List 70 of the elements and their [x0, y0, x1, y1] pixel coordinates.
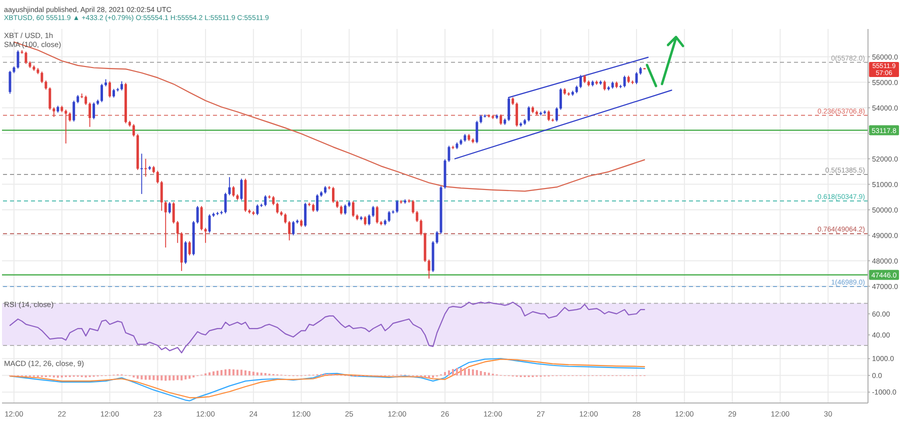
candlestick — [420, 219, 422, 236]
candlestick — [372, 206, 374, 218]
candlestick — [108, 80, 111, 98]
candlestick — [196, 206, 199, 224]
candlestick — [368, 214, 370, 226]
candlestick — [172, 202, 175, 224]
candlestick — [567, 92, 570, 96]
candlestick — [344, 204, 346, 216]
candlestick — [340, 204, 342, 216]
candlestick — [184, 240, 187, 264]
candlestick — [176, 220, 179, 244]
candlestick — [156, 170, 159, 184]
candlestick — [228, 176, 231, 196]
candlestick — [555, 106, 558, 122]
candlestick — [48, 86, 52, 110]
candlestick — [140, 153, 143, 194]
candlestick — [364, 216, 366, 226]
candlestick — [132, 124, 135, 138]
candlestick — [72, 100, 76, 122]
candlestick — [528, 106, 530, 122]
candlestick — [376, 206, 378, 224]
candlestick — [232, 186, 235, 198]
candlestick — [548, 110, 550, 122]
candlestick — [516, 102, 518, 128]
candlestick — [304, 202, 307, 228]
candlestick — [635, 72, 638, 85]
candlestick — [388, 210, 390, 222]
candlestick — [92, 102, 96, 120]
candlestick — [16, 50, 20, 69]
candlestick — [352, 200, 354, 218]
candlestick — [200, 206, 203, 231]
candlestick — [84, 95, 88, 106]
candlestick — [68, 112, 72, 122]
candlestick — [168, 202, 171, 214]
candlestick — [264, 194, 267, 207]
candlestick — [164, 200, 167, 248]
candlestick — [316, 194, 319, 212]
candlestick — [579, 74, 582, 89]
candlestick — [416, 210, 418, 222]
candlestick — [120, 80, 123, 91]
candlestick — [224, 192, 227, 214]
candlestick — [500, 114, 502, 126]
candlestick — [256, 204, 259, 216]
candlestick — [240, 178, 243, 201]
candlestick — [24, 51, 28, 64]
candlestick — [559, 88, 562, 110]
candlestick — [52, 106, 56, 118]
candlestick — [204, 227, 207, 244]
candlestick — [412, 200, 414, 214]
candlestick — [448, 145, 450, 162]
candlestick — [100, 83, 104, 103]
candlestick — [188, 240, 191, 256]
candlestick — [272, 196, 275, 206]
candlestick — [144, 158, 147, 178]
candlestick — [396, 200, 398, 214]
candlestick — [160, 180, 163, 212]
candlestick — [292, 220, 295, 236]
candlestick — [208, 214, 211, 234]
candlestick — [623, 75, 626, 88]
candlestick — [88, 102, 92, 128]
candlestick — [284, 212, 287, 224]
candlestick — [476, 120, 478, 144]
candlestick — [44, 80, 48, 90]
candlestick — [288, 220, 291, 241]
candlestick — [276, 202, 279, 214]
candlestick — [40, 71, 44, 84]
candlestick — [603, 80, 606, 91]
candlestick — [428, 259, 430, 280]
candlestick — [8, 70, 12, 94]
candlestick — [332, 186, 334, 204]
